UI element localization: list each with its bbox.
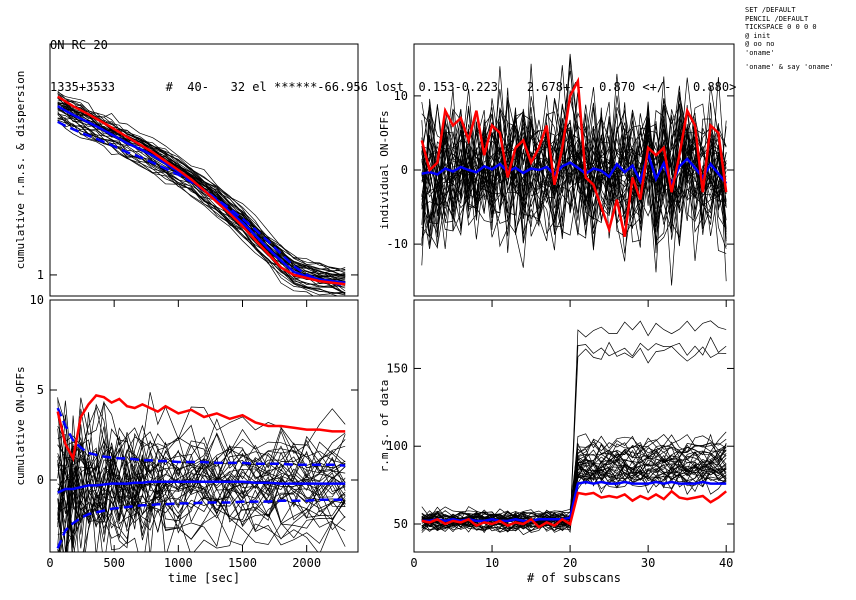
y-tick-label: 5: [37, 383, 44, 397]
scan-trace: [57, 426, 346, 520]
x-axis-label: # of subscans: [527, 571, 621, 585]
y-axis-label: cumulative r.m.s. & dispersion: [14, 71, 27, 270]
command-note: 'oname': [745, 48, 775, 57]
scan-summary: 1335+3533 # 40- 32 el ******-66.956 lost…: [50, 80, 737, 94]
scan-trace: [58, 446, 346, 552]
y-tick-label: 1: [37, 268, 44, 282]
lower-dispersion-line: [56, 498, 346, 549]
x-tick-label: 1500: [228, 556, 257, 570]
plot-frame: [49, 299, 359, 553]
scan-trace: [57, 91, 346, 270]
scan-trace: [57, 97, 346, 274]
x-tick-label: 0: [410, 556, 417, 570]
highlight-line: [421, 489, 727, 529]
scan-trace: [421, 107, 727, 236]
command-note: @ oo no: [745, 40, 775, 48]
scan-trace: [421, 65, 727, 250]
y-tick-label: 0: [37, 473, 44, 487]
y-axis-label: r.m.s. of data: [378, 380, 391, 473]
y-axis-label: individual ON-OFFs: [378, 110, 391, 229]
y-axis-label: cumulative ON-OFFs: [14, 366, 27, 485]
dispersion-line: [57, 120, 346, 288]
plot-area: [421, 320, 727, 536]
scan-trace: [57, 424, 346, 506]
x-tick-label: 10: [485, 556, 499, 570]
scan-trace: [57, 90, 346, 271]
scan-trace: [57, 105, 346, 283]
scan-trace: [57, 114, 346, 294]
scan-trace: [421, 104, 727, 227]
command-note: TICKSPACE 0 0 0 0: [745, 23, 817, 31]
y-tick-label: 50: [394, 517, 408, 531]
y-tick-label: 150: [386, 361, 408, 375]
observation-header: ON RC 20 1335+3533 # 40- 32 el ******-66…: [50, 10, 736, 108]
scan-trace: [421, 91, 727, 261]
scan-trace: [57, 430, 346, 524]
plot-area: [57, 90, 346, 296]
plot-area: [56, 392, 346, 552]
y-tick-label: 0: [401, 163, 408, 177]
command-notes: SET /DEFAULT PENCIL /DEFAULT TICKSPACE 0…: [745, 6, 834, 72]
x-tick-label: 0: [46, 556, 53, 570]
scan-trace: [57, 436, 346, 530]
scan-trace: [421, 85, 727, 240]
scan-trace: [57, 424, 346, 523]
panel-rms-dispersion: 1 cumulative r.m.s. & dispersion: [14, 43, 359, 297]
command-note: PENCIL /DEFAULT: [745, 14, 809, 23]
plot-frame: [49, 43, 359, 297]
x-tick-label: 30: [641, 556, 655, 570]
plot-frame: [413, 299, 735, 553]
x-tick-label: 2000: [292, 556, 321, 570]
scan-trace: [57, 446, 346, 514]
scan-trace: [57, 403, 346, 515]
y-tick-label: 10: [30, 293, 44, 307]
highlight-line: [57, 95, 346, 286]
x-tick-label: 500: [103, 556, 125, 570]
highlight-line: [420, 76, 728, 237]
scan-trace: [421, 98, 727, 246]
scan-trace: [57, 428, 346, 534]
scan-trace: [421, 89, 727, 249]
scan-trace: [57, 117, 346, 294]
y-tick-label: 100: [386, 439, 408, 453]
command-note: @ init: [745, 31, 771, 40]
scan-trace: [421, 108, 727, 254]
command-note: 'oname' & say 'oname': [745, 63, 834, 71]
trace-bundle: [57, 392, 346, 552]
scan-trace: [57, 119, 346, 296]
scan-trace: [421, 66, 727, 240]
scan-trace: [65, 472, 346, 552]
scan-trace: [57, 446, 346, 552]
upper-dispersion-line: [56, 407, 346, 467]
scan-trace: [421, 111, 727, 245]
highlight-line: [56, 394, 346, 463]
x-tick-label: 20: [563, 556, 577, 570]
command-note: SET /DEFAULT: [745, 6, 796, 14]
y-tick-label: 10: [394, 89, 408, 103]
panel-rms-of-data: 50 100 150 0 10 20 30 40 r.m.s. of data # of subs…: [378, 299, 735, 585]
x-axis-label: time [sec]: [168, 571, 240, 585]
panel-cumulative-on-offs: 0 5 10 0 500 1000 1500 2000 cumulative ON-OFFs ti…: [14, 293, 359, 585]
mean-line: [57, 480, 346, 494]
y-tick-label: -10: [386, 237, 408, 251]
scan-trace: [57, 118, 340, 296]
source-title: ON RC 20: [50, 38, 108, 52]
x-tick-label: 1000: [164, 556, 193, 570]
mean-line: [57, 105, 346, 284]
mean-line: [421, 480, 727, 523]
x-tick-label: 40: [719, 556, 733, 570]
plot-area: [420, 53, 728, 286]
scan-trace: [57, 415, 346, 552]
